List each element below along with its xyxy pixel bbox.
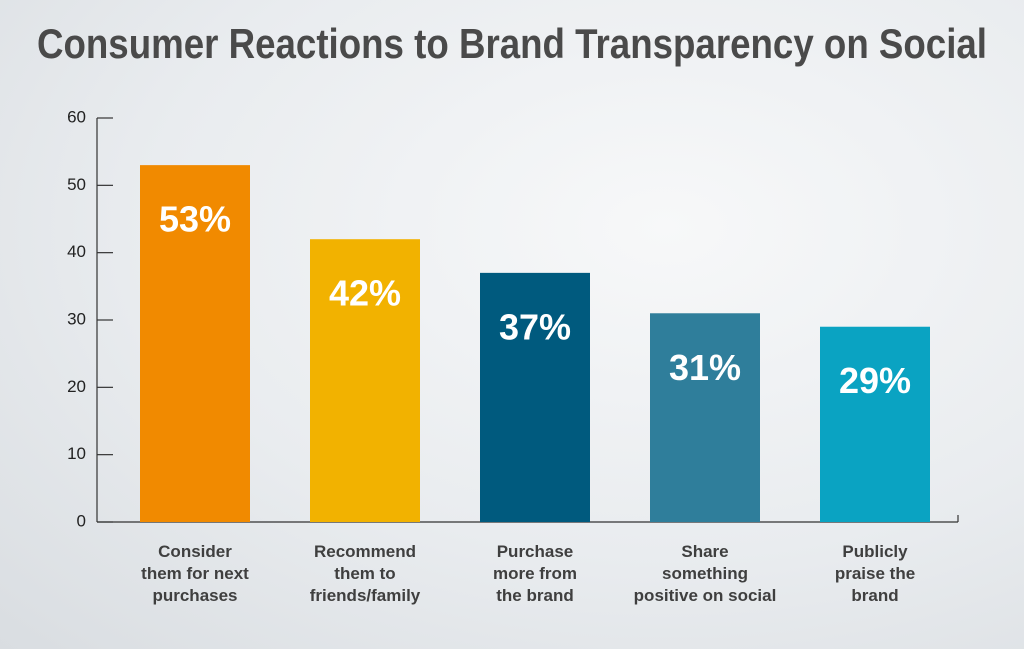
value-label: 53% xyxy=(159,199,231,240)
x-tick-label: Share something positive on social xyxy=(633,542,777,605)
value-label: 31% xyxy=(669,347,741,388)
x-tick-label: Purchase more from the brand xyxy=(492,542,578,605)
x-tick-label: Recommend them to friends/family xyxy=(309,542,421,605)
y-tick-label: 10 xyxy=(67,444,86,463)
x-tick-label: Publicly praise the brand xyxy=(834,542,916,605)
value-label: 37% xyxy=(499,306,571,347)
y-tick-label: 20 xyxy=(67,377,86,396)
y-tick-label: 0 xyxy=(77,511,86,530)
value-label: 42% xyxy=(329,273,401,314)
chart-title: Consumer Reactions to Brand Transparency… xyxy=(37,20,987,67)
bar xyxy=(650,313,760,522)
bar xyxy=(310,239,420,522)
y-tick-label: 50 xyxy=(67,175,86,194)
bar xyxy=(820,326,930,522)
y-tick-label: 40 xyxy=(67,242,86,261)
bar xyxy=(140,165,250,522)
x-tick-label: Consider them for next purchases xyxy=(141,542,249,605)
y-tick-label: 60 xyxy=(67,107,86,126)
y-tick-label: 30 xyxy=(67,309,86,328)
value-label: 29% xyxy=(839,360,911,401)
bar xyxy=(480,272,590,522)
